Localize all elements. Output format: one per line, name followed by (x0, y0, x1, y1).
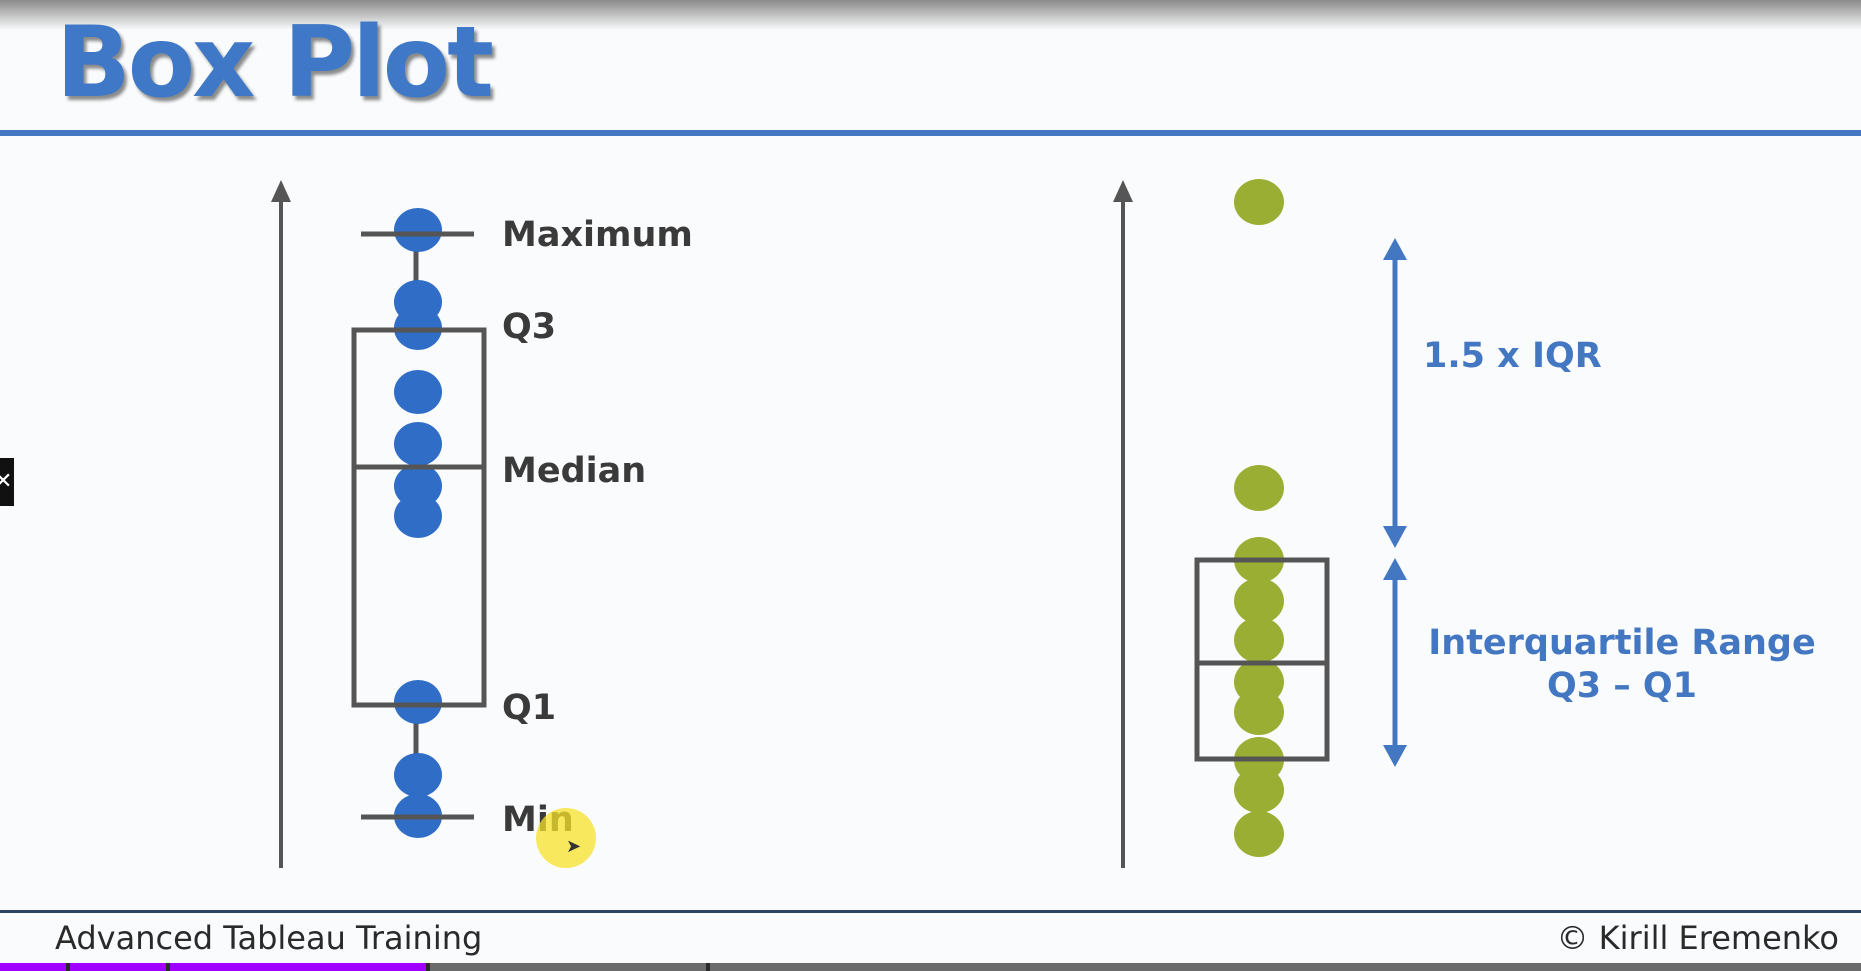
right-iqr-box (1194, 557, 1330, 762)
right-data-point (1234, 617, 1284, 663)
left-data-point (394, 494, 442, 538)
iqr-arrowhead-up (1383, 558, 1407, 580)
left-data-point (394, 753, 442, 797)
whisker-rule-arrowhead-up (1383, 238, 1407, 260)
label-iqr-line2: Q3 – Q1 (1547, 666, 1697, 706)
cursor-highlight (536, 808, 596, 868)
close-icon: ✕ (0, 469, 13, 494)
right-data-point (1234, 578, 1284, 624)
left-data-point (394, 422, 442, 466)
left-axis-arrowhead (271, 180, 291, 202)
right-data-point (1234, 465, 1284, 511)
label-q3: Q3 (502, 307, 556, 347)
left-box-plot: Maximum Q3 Median Q1 Min (271, 180, 693, 868)
slide-title: Box Plot (56, 6, 494, 120)
iqr-arrowhead-down (1383, 745, 1407, 767)
label-iqr-line1: Interquartile Range (1428, 623, 1815, 663)
video-progress-bar[interactable] (0, 963, 1861, 971)
label-median: Median (502, 451, 646, 491)
label-q1: Q1 (502, 688, 556, 728)
footer-divider (0, 910, 1861, 913)
right-box-plot: 1.5 x IQR Interquartile Range Q3 – Q1 (1113, 179, 1816, 868)
chapter-marker (166, 963, 170, 971)
label-whisker-rule: 1.5 x IQR (1423, 336, 1602, 376)
right-outlier-point (1234, 179, 1284, 225)
label-maximum: Maximum (502, 215, 693, 255)
footer-course-title: Advanced Tableau Training (55, 919, 483, 957)
right-data-point (1234, 767, 1284, 813)
whisker-rule-arrowhead-down (1383, 526, 1407, 548)
side-panel-toggle[interactable]: ✕ (0, 458, 14, 506)
cursor-arrow-icon: ➤ (566, 836, 582, 857)
title-divider (0, 130, 1861, 136)
footer-copyright: © Kirill Eremenko (1556, 919, 1839, 957)
right-data-point (1234, 689, 1284, 735)
video-progress-fill (0, 963, 429, 971)
left-data-point (394, 208, 442, 252)
chapter-marker (426, 963, 430, 971)
top-shade (0, 0, 1861, 30)
right-axis-arrowhead (1113, 180, 1133, 202)
left-data-point (394, 680, 442, 724)
chapter-marker (706, 963, 710, 971)
left-data-point (394, 370, 442, 414)
chapter-marker (66, 963, 70, 971)
left-iqr-box (351, 327, 487, 708)
right-data-point (1234, 811, 1284, 857)
